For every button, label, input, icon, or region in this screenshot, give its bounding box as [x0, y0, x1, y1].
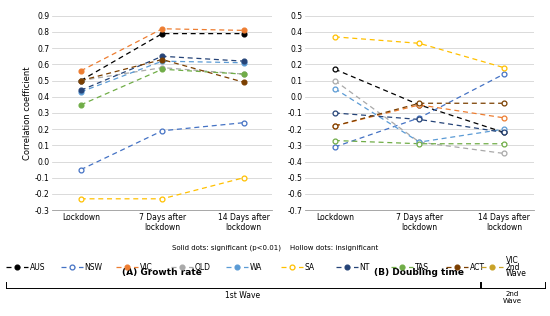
Text: QLD: QLD	[195, 263, 211, 271]
Text: VIC: VIC	[140, 263, 152, 271]
Text: VIC: VIC	[505, 256, 518, 264]
Text: 1st Wave: 1st Wave	[225, 291, 260, 300]
Text: 2nd: 2nd	[505, 263, 520, 271]
Text: AUS: AUS	[30, 263, 45, 271]
Y-axis label: Correlation coefficient: Correlation coefficient	[23, 66, 32, 160]
Text: (A) Growth rate: (A) Growth rate	[122, 268, 202, 277]
Text: ACT: ACT	[470, 263, 485, 271]
Text: (B) Doubling time: (B) Doubling time	[375, 268, 464, 277]
Text: SA: SA	[305, 263, 315, 271]
Text: WA: WA	[250, 263, 262, 271]
Text: NT: NT	[360, 263, 370, 271]
Text: Wave: Wave	[505, 270, 526, 278]
Text: Solid dots: significant (p<0.01)    Hollow dots: insignificant: Solid dots: significant (p<0.01) Hollow …	[172, 245, 378, 251]
Text: 2nd
Wave: 2nd Wave	[503, 291, 522, 304]
Text: TAS: TAS	[415, 263, 428, 271]
Text: NSW: NSW	[85, 263, 103, 271]
